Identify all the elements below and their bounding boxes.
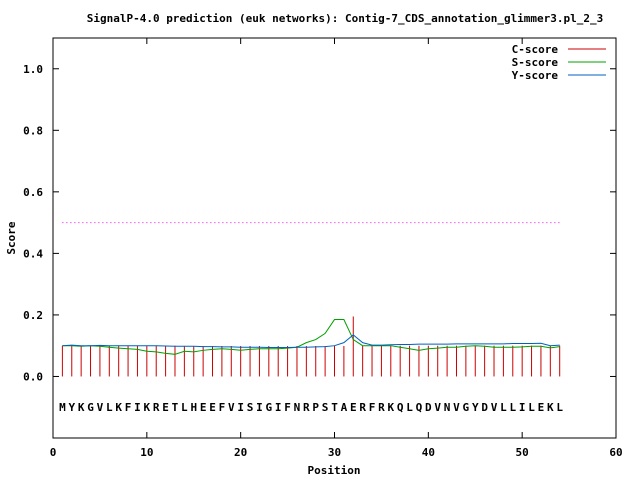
sequence-residue: K — [547, 401, 554, 414]
sequence-residue: F — [284, 401, 291, 414]
sequence-residue: I — [256, 401, 263, 414]
sequence-residue: L — [509, 401, 516, 414]
sequence-residue: M — [59, 401, 66, 414]
x-axis: 0 10 20 30 40 50 60 — [50, 38, 623, 459]
sequence-residue: K — [387, 401, 394, 414]
sequence-residue: V — [434, 401, 441, 414]
x-axis-label: Position — [308, 464, 361, 477]
x-tick-label: 30 — [328, 446, 341, 459]
sequence-residue: L — [406, 401, 413, 414]
sequence-residue: V — [228, 401, 235, 414]
sequence-residue: H — [190, 401, 197, 414]
sequence-residue: A — [341, 401, 348, 414]
sequence-residue: K — [115, 401, 122, 414]
chart-title: SignalP-4.0 prediction (euk networks): C… — [87, 12, 604, 25]
sequence-residue: V — [491, 401, 498, 414]
y-axis-label: Score — [5, 221, 18, 254]
y-tick-label: 0.0 — [23, 370, 43, 383]
x-tick-label: 0 — [50, 446, 57, 459]
sequence-residue: E — [209, 401, 216, 414]
s-score-line — [62, 319, 560, 355]
sequence-residue: S — [247, 401, 254, 414]
sequence-residue: I — [134, 401, 141, 414]
sequence-residue: E — [162, 401, 169, 414]
sequence-residue: Y — [472, 401, 479, 414]
sequence-residue: L — [556, 401, 563, 414]
y-tick-label: 0.2 — [23, 309, 43, 322]
sequence-residue: L — [181, 401, 188, 414]
series-layer — [61, 316, 561, 377]
sequence-residue: K — [78, 401, 85, 414]
sequence-residue: P — [312, 401, 319, 414]
y-axis: 0.0 0.2 0.4 0.6 0.8 1.0 — [23, 63, 616, 383]
sequence-residue: I — [237, 401, 244, 414]
sequence-residue: N — [444, 401, 451, 414]
sequence-residue: K — [144, 401, 151, 414]
sequence-residue: D — [481, 401, 488, 414]
sequence-residue: E — [350, 401, 357, 414]
y-tick-label: 0.4 — [23, 247, 43, 260]
sequence-residue: S — [322, 401, 329, 414]
x-tick-label: 40 — [422, 446, 435, 459]
plot-border — [52, 37, 617, 439]
sequence-residue: T — [331, 401, 338, 414]
sequence-residue: V — [453, 401, 460, 414]
x-tick-label: 20 — [234, 446, 247, 459]
x-tick-label: 10 — [140, 446, 153, 459]
y-score-line — [62, 334, 560, 349]
sequence-residue: Q — [416, 401, 423, 414]
legend-label-c-score: C-score — [512, 43, 559, 56]
sequence-residue: Y — [68, 401, 75, 414]
y-tick-label: 0.8 — [23, 124, 43, 137]
sequence-residue: F — [125, 401, 132, 414]
legend: C-score S-score Y-score — [512, 43, 606, 82]
sequence-residue: F — [369, 401, 376, 414]
x-tick-label: 50 — [516, 446, 529, 459]
sequence-residue: E — [200, 401, 207, 414]
legend-label-y-score: Y-score — [512, 69, 559, 82]
sequence-residue: T — [172, 401, 179, 414]
sequence-residue: I — [275, 401, 282, 414]
sequence-residue: I — [519, 401, 526, 414]
sequence-residue: G — [266, 401, 273, 414]
sequence-residue: R — [378, 401, 385, 414]
sequence-residue: G — [463, 401, 470, 414]
sequence-residue: N — [294, 401, 301, 414]
sequence-residue: L — [528, 401, 535, 414]
legend-label-s-score: S-score — [512, 56, 559, 69]
y-tick-label: 1.0 — [23, 63, 43, 76]
sequence-residue: R — [359, 401, 366, 414]
sequence-residue: Q — [397, 401, 404, 414]
sequence-residue: R — [153, 401, 160, 414]
sequence-residue: L — [500, 401, 507, 414]
sequence-residue: E — [538, 401, 545, 414]
y-tick-label: 0.6 — [23, 186, 43, 199]
sequence-residue: D — [425, 401, 432, 414]
sequence-residue: F — [219, 401, 226, 414]
sequence-residue: R — [303, 401, 310, 414]
sequence-residue: G — [87, 401, 94, 414]
x-tick-label: 60 — [609, 446, 622, 459]
sequence-residue: L — [106, 401, 113, 414]
sequence-residue: V — [97, 401, 104, 414]
